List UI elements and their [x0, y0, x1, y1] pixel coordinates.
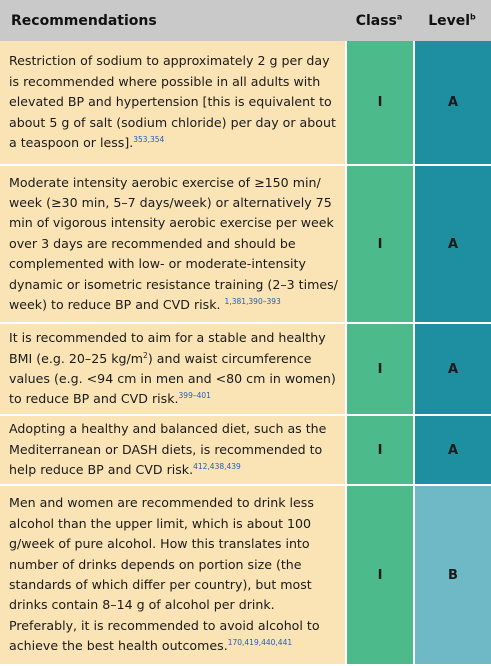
table-row: Adopting a healthy and balanced diet, su…: [0, 416, 491, 486]
class-cell: I: [345, 416, 413, 486]
class-cell: I: [345, 324, 413, 416]
header-recommendations: Recommendations: [0, 0, 345, 41]
level-cell: A: [413, 416, 491, 486]
recommendation-text: It is recommended to aim for a stable an…: [0, 324, 345, 416]
table-row: Restriction of sodium to approximately 2…: [0, 41, 491, 166]
class-cell: I: [345, 166, 413, 324]
recommendation-text: Restriction of sodium to approximately 2…: [0, 41, 345, 166]
level-cell: A: [413, 166, 491, 324]
footnote-marker: b: [470, 11, 476, 21]
header-class: Classa: [345, 0, 413, 41]
header-level: Levelb: [413, 0, 491, 41]
class-cell: I: [345, 486, 413, 666]
level-cell: B: [413, 486, 491, 666]
reference-link[interactable]: 1,381,390–393: [224, 296, 281, 306]
footnote-marker: a: [396, 11, 403, 21]
unit-superscript: 2: [143, 350, 148, 360]
reference-link[interactable]: 353,354: [133, 134, 165, 144]
recommendation-text: Men and women are recommended to drink l…: [0, 486, 345, 666]
reference-link[interactable]: 170,419,440,441: [227, 638, 293, 648]
level-cell: A: [413, 41, 491, 166]
reference-link[interactable]: 412,438,439: [193, 462, 241, 472]
recommendation-text: Adopting a healthy and balanced diet, su…: [0, 416, 345, 486]
class-cell: I: [345, 41, 413, 166]
table-row: Moderate intensity aerobic exercise of ≥…: [0, 166, 491, 324]
level-cell: A: [413, 324, 491, 416]
table-row: It is recommended to aim for a stable an…: [0, 324, 491, 416]
table-header-row: Recommendations Classa Levelb: [0, 0, 491, 41]
reference-link[interactable]: 399–401: [178, 391, 211, 401]
table-row: Men and women are recommended to drink l…: [0, 486, 491, 666]
recommendation-text: Moderate intensity aerobic exercise of ≥…: [0, 166, 345, 324]
